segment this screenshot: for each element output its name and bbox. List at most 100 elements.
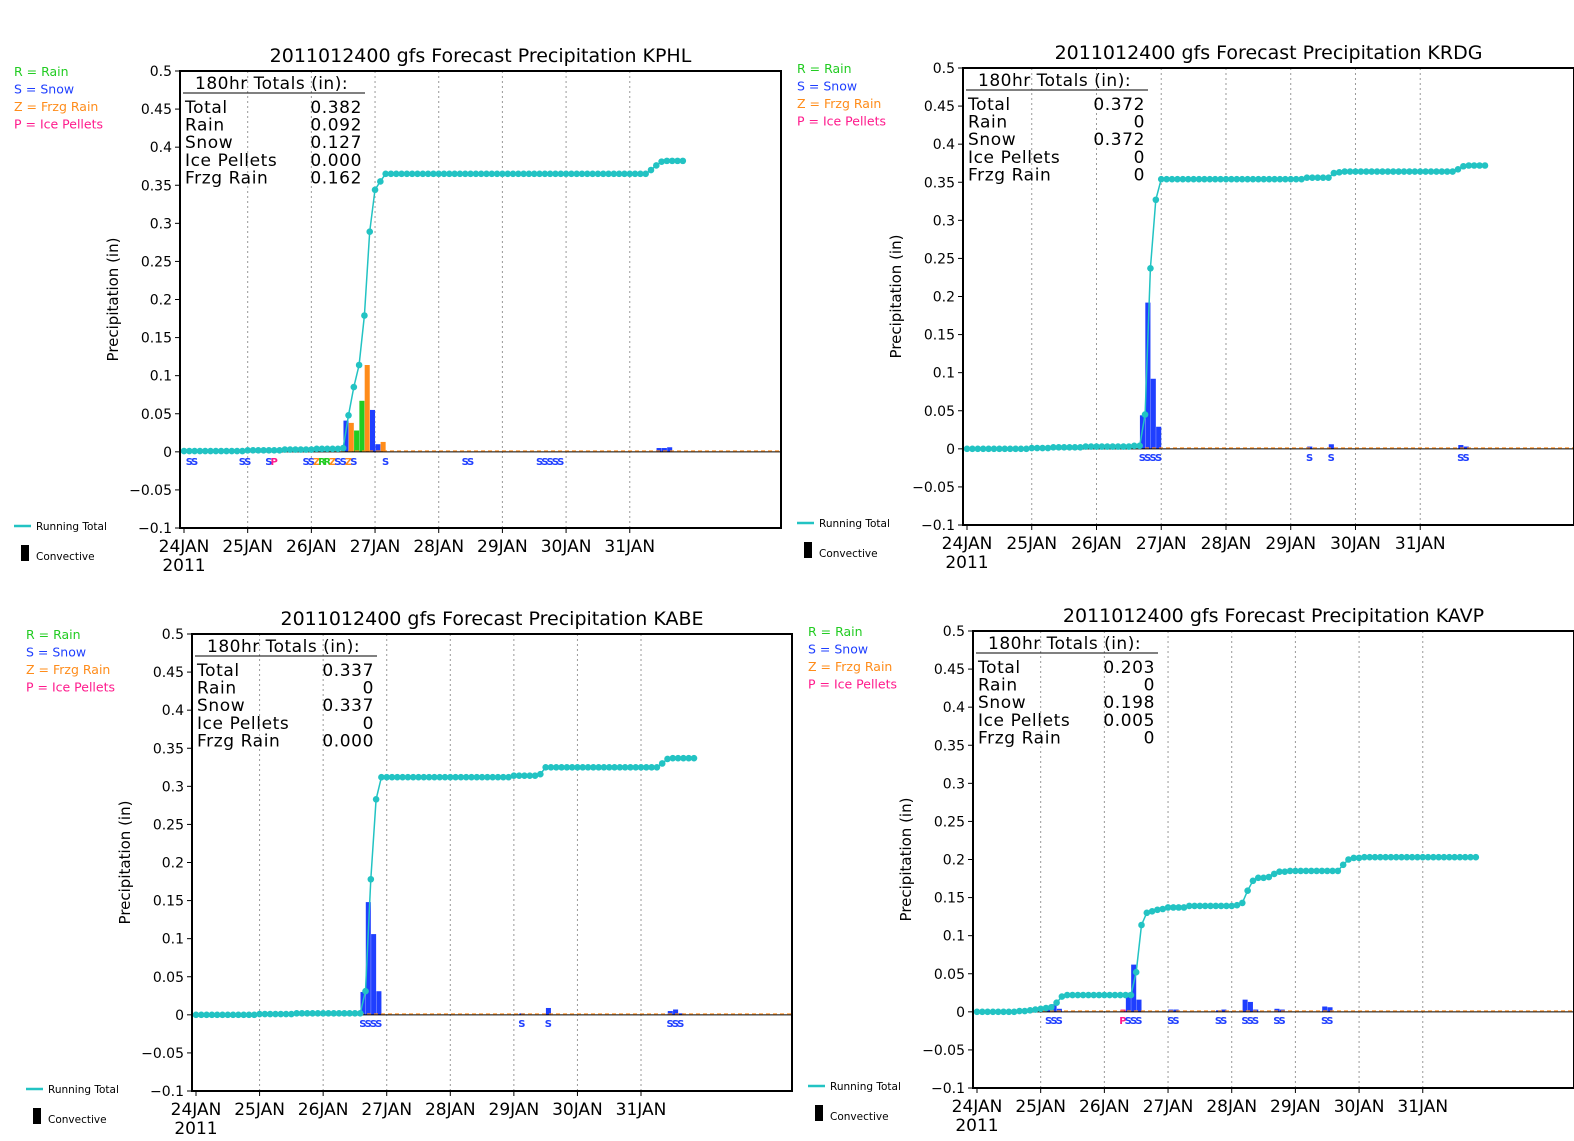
running-total-point [483,170,490,178]
ptype-mark: S [552,457,559,468]
ptype-mark: S [672,1019,679,1030]
x-tick-label: 24JAN [952,1097,1003,1117]
running-total-point [579,763,587,771]
running-total-point [1006,445,1014,453]
running-total-point [314,1010,322,1017]
running-total-point [1180,904,1188,911]
y-tick-label: 0 [163,445,172,461]
y-tick-label: 0.1 [933,366,955,382]
ptype-mark: S [1252,1016,1259,1027]
legend-convective-swatch [815,1105,823,1121]
y-tick-label: 0.4 [162,703,184,719]
precip-bar [359,400,365,452]
running-total-point [367,875,375,883]
running-total-point [547,763,555,771]
legend-convective: Convective [819,548,878,560]
running-total-point [409,773,417,781]
x-tick-label: 26JAN [1079,1097,1130,1117]
x-tick-label: 30JAN [552,1100,603,1120]
x-tick-label: 30JAN [541,537,592,557]
running-total-point [233,447,241,455]
running-total-point [1414,853,1421,861]
running-total-point [446,170,453,178]
totals-label: Total [967,95,1011,115]
running-total-point [1000,1008,1007,1016]
running-total-point [1106,991,1113,999]
running-total-point [286,446,294,453]
running-total-point [1042,1004,1050,1012]
x-year-label: 2011 [174,1119,217,1139]
running-total-point [1382,853,1389,861]
running-total-point [392,170,400,178]
running-total-point [552,170,559,178]
y-tick-label: 0.05 [934,967,965,983]
running-total-point [323,445,331,453]
running-total-point [1362,168,1370,175]
legend-convective-swatch [33,1108,41,1124]
running-total-point [282,1010,290,1018]
running-total-point [1249,877,1257,885]
running-total-point [1287,175,1295,183]
totals-label: Snow [978,693,1026,713]
running-total-point [288,1010,295,1018]
running-total-point [488,170,496,178]
ptype-mark: S [1050,1016,1057,1027]
running-total-point [473,773,481,781]
running-total-point [568,170,575,178]
running-total-point [984,1008,991,1016]
ptype-mark: S [1215,1016,1222,1027]
running-total-point [1077,444,1084,451]
running-total-point [217,447,225,455]
running-total-point [266,1010,274,1018]
running-total-point [1244,175,1251,183]
running-total-point [637,170,644,178]
running-total-point [435,170,443,178]
running-total-point [1422,168,1429,175]
running-total-point [499,170,506,178]
precip-bar [1150,378,1156,449]
running-total-point [621,763,629,771]
running-total-point [1472,853,1480,861]
totals-value: 0 [1144,728,1155,748]
running-total-point [1093,443,1100,450]
totals-value: 0.000 [322,731,374,751]
running-total-point [1355,854,1363,862]
running-total-point [325,1010,332,1017]
running-total-point [1114,443,1122,450]
ptype-mark: S [334,457,341,468]
precip-bar [1247,1001,1253,1012]
totals-value: 0.000 [310,151,362,171]
ptype-mark: S [239,457,246,468]
x-tick-label: 27JAN [1136,534,1187,554]
totals-label: Frzg Rain [978,728,1061,748]
running-total-point [1138,921,1145,929]
y-axis-label: Precipitation (in) [116,801,134,925]
running-total-point [1438,168,1446,175]
running-total-point [339,444,347,452]
panel-kphl: 2011012400 gfs Forecast Precipitation KP… [14,45,782,576]
running-total-point [1318,867,1326,875]
x-tick-label: 26JAN [286,537,337,557]
precip-bar [1274,1008,1280,1012]
x-tick-label: 31JAN [616,1100,667,1120]
y-tick-label: 0.5 [943,624,965,640]
running-total-point [1159,905,1167,913]
ptype-mark: S [1247,1016,1254,1027]
totals-title: 180hr Totals (in): [988,634,1141,654]
ptype-mark: S [382,457,389,468]
legend-ice: P = Ice Pellets [14,117,103,132]
running-total-point [537,770,544,778]
plot-frame [962,67,1574,526]
running-total-point [425,773,433,781]
totals-label: Snow [197,696,245,716]
x-tick-label: 26JAN [298,1100,349,1120]
running-total-point [1254,874,1262,882]
ptype-mark: S [667,1019,674,1030]
running-total-point [335,1010,343,1017]
running-total-point [574,763,581,771]
plot-frame [179,70,782,529]
running-total-point [631,170,639,178]
running-total-point [1120,443,1127,450]
running-total-point [1066,444,1073,451]
running-total-point [228,447,236,455]
